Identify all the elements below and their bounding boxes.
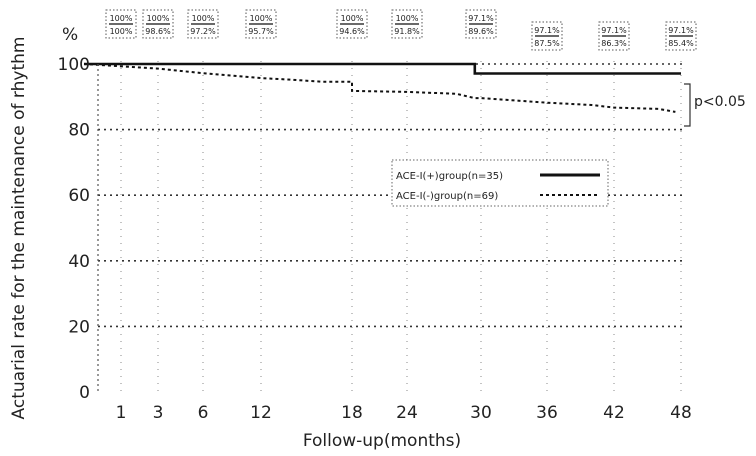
annotation-top: 100% [396, 14, 419, 23]
p-value-label: p<0.05 [694, 94, 746, 110]
annotation-box [142, 9, 174, 39]
x-tick-label: 6 [198, 403, 209, 423]
x-tick-label: 30 [470, 403, 492, 423]
x-tick-label: 24 [396, 403, 418, 423]
annotation-top: 100% [250, 14, 273, 23]
annotation-bottom: 87.5% [534, 39, 560, 48]
annotation-bottom: 95.7% [248, 27, 274, 36]
annotation-box [531, 21, 563, 51]
x-tick-label: 18 [341, 403, 363, 423]
x-axis-label: Follow-up(months) [303, 431, 461, 451]
annotation-bottom: 100% [110, 27, 133, 36]
series-line-ace-minus [83, 63, 676, 113]
annotation-box [245, 9, 277, 39]
legend-box [391, 159, 609, 207]
series-line-ace-plus [84, 62, 681, 75]
y-tick-label: 80 [68, 121, 90, 141]
annotation-top: 100% [110, 14, 133, 23]
annotation-top: 97.1% [468, 14, 494, 23]
y-tick-label: 40 [68, 252, 90, 272]
x-tick-label: 1 [116, 403, 127, 423]
annotation-bottom: 89.6% [468, 27, 494, 36]
annotation-bottom: 91.8% [394, 27, 420, 36]
x-tick-label: 3 [153, 403, 164, 423]
significance-bracket [684, 83, 691, 127]
annotation-box [336, 9, 368, 39]
annotation-top: 100% [341, 14, 364, 23]
series-lines [83, 62, 691, 127]
annotation-top: 97.1% [601, 26, 627, 35]
annotation-bottom: 86.3% [601, 39, 627, 48]
annotation-top: 97.1% [534, 26, 560, 35]
legend-label: ACE-I(-)group(n=69) [396, 191, 498, 202]
annotation-bottom: 85.4% [668, 39, 694, 48]
legend: ACE-I(+)group(n=35) ACE-I(-)group(n=69) [391, 159, 609, 207]
annotation-box [187, 9, 219, 39]
y-tick-label: 60 [68, 186, 90, 206]
annotation-box [391, 9, 423, 39]
x-tick-label: 36 [536, 403, 558, 423]
annotation-bottom: 98.6% [145, 27, 171, 36]
annotation-bottom: 94.6% [339, 27, 365, 36]
annotation-box [598, 21, 630, 51]
y-tick-label: 100 [58, 55, 90, 75]
grid-lines [98, 61, 682, 394]
x-tick-label: 42 [603, 403, 625, 423]
y-tick-label: 0 [79, 383, 90, 403]
x-tick-label: 48 [670, 403, 692, 423]
annotation-box [105, 9, 137, 39]
y-axis-label: Actuarial rate for the maintenance of rh… [9, 37, 29, 420]
annotation-box [665, 21, 697, 51]
x-tick-label: 12 [250, 403, 272, 423]
annotation-box [465, 9, 497, 39]
annotation-top: 100% [147, 14, 170, 23]
annotation-bottom: 97.2% [190, 27, 216, 36]
annotation-boxes: 100% 100% 100% 98.6% 100% 97.2% 100% 95.7% 100% 9… [105, 9, 697, 51]
annotation-top: 100% [192, 14, 215, 23]
y-tick-label: 20 [68, 317, 90, 337]
annotation-top: 97.1% [668, 26, 694, 35]
legend-label: ACE-I(+)group(n=35) [396, 171, 503, 182]
y-axis-unit: % [62, 25, 78, 45]
